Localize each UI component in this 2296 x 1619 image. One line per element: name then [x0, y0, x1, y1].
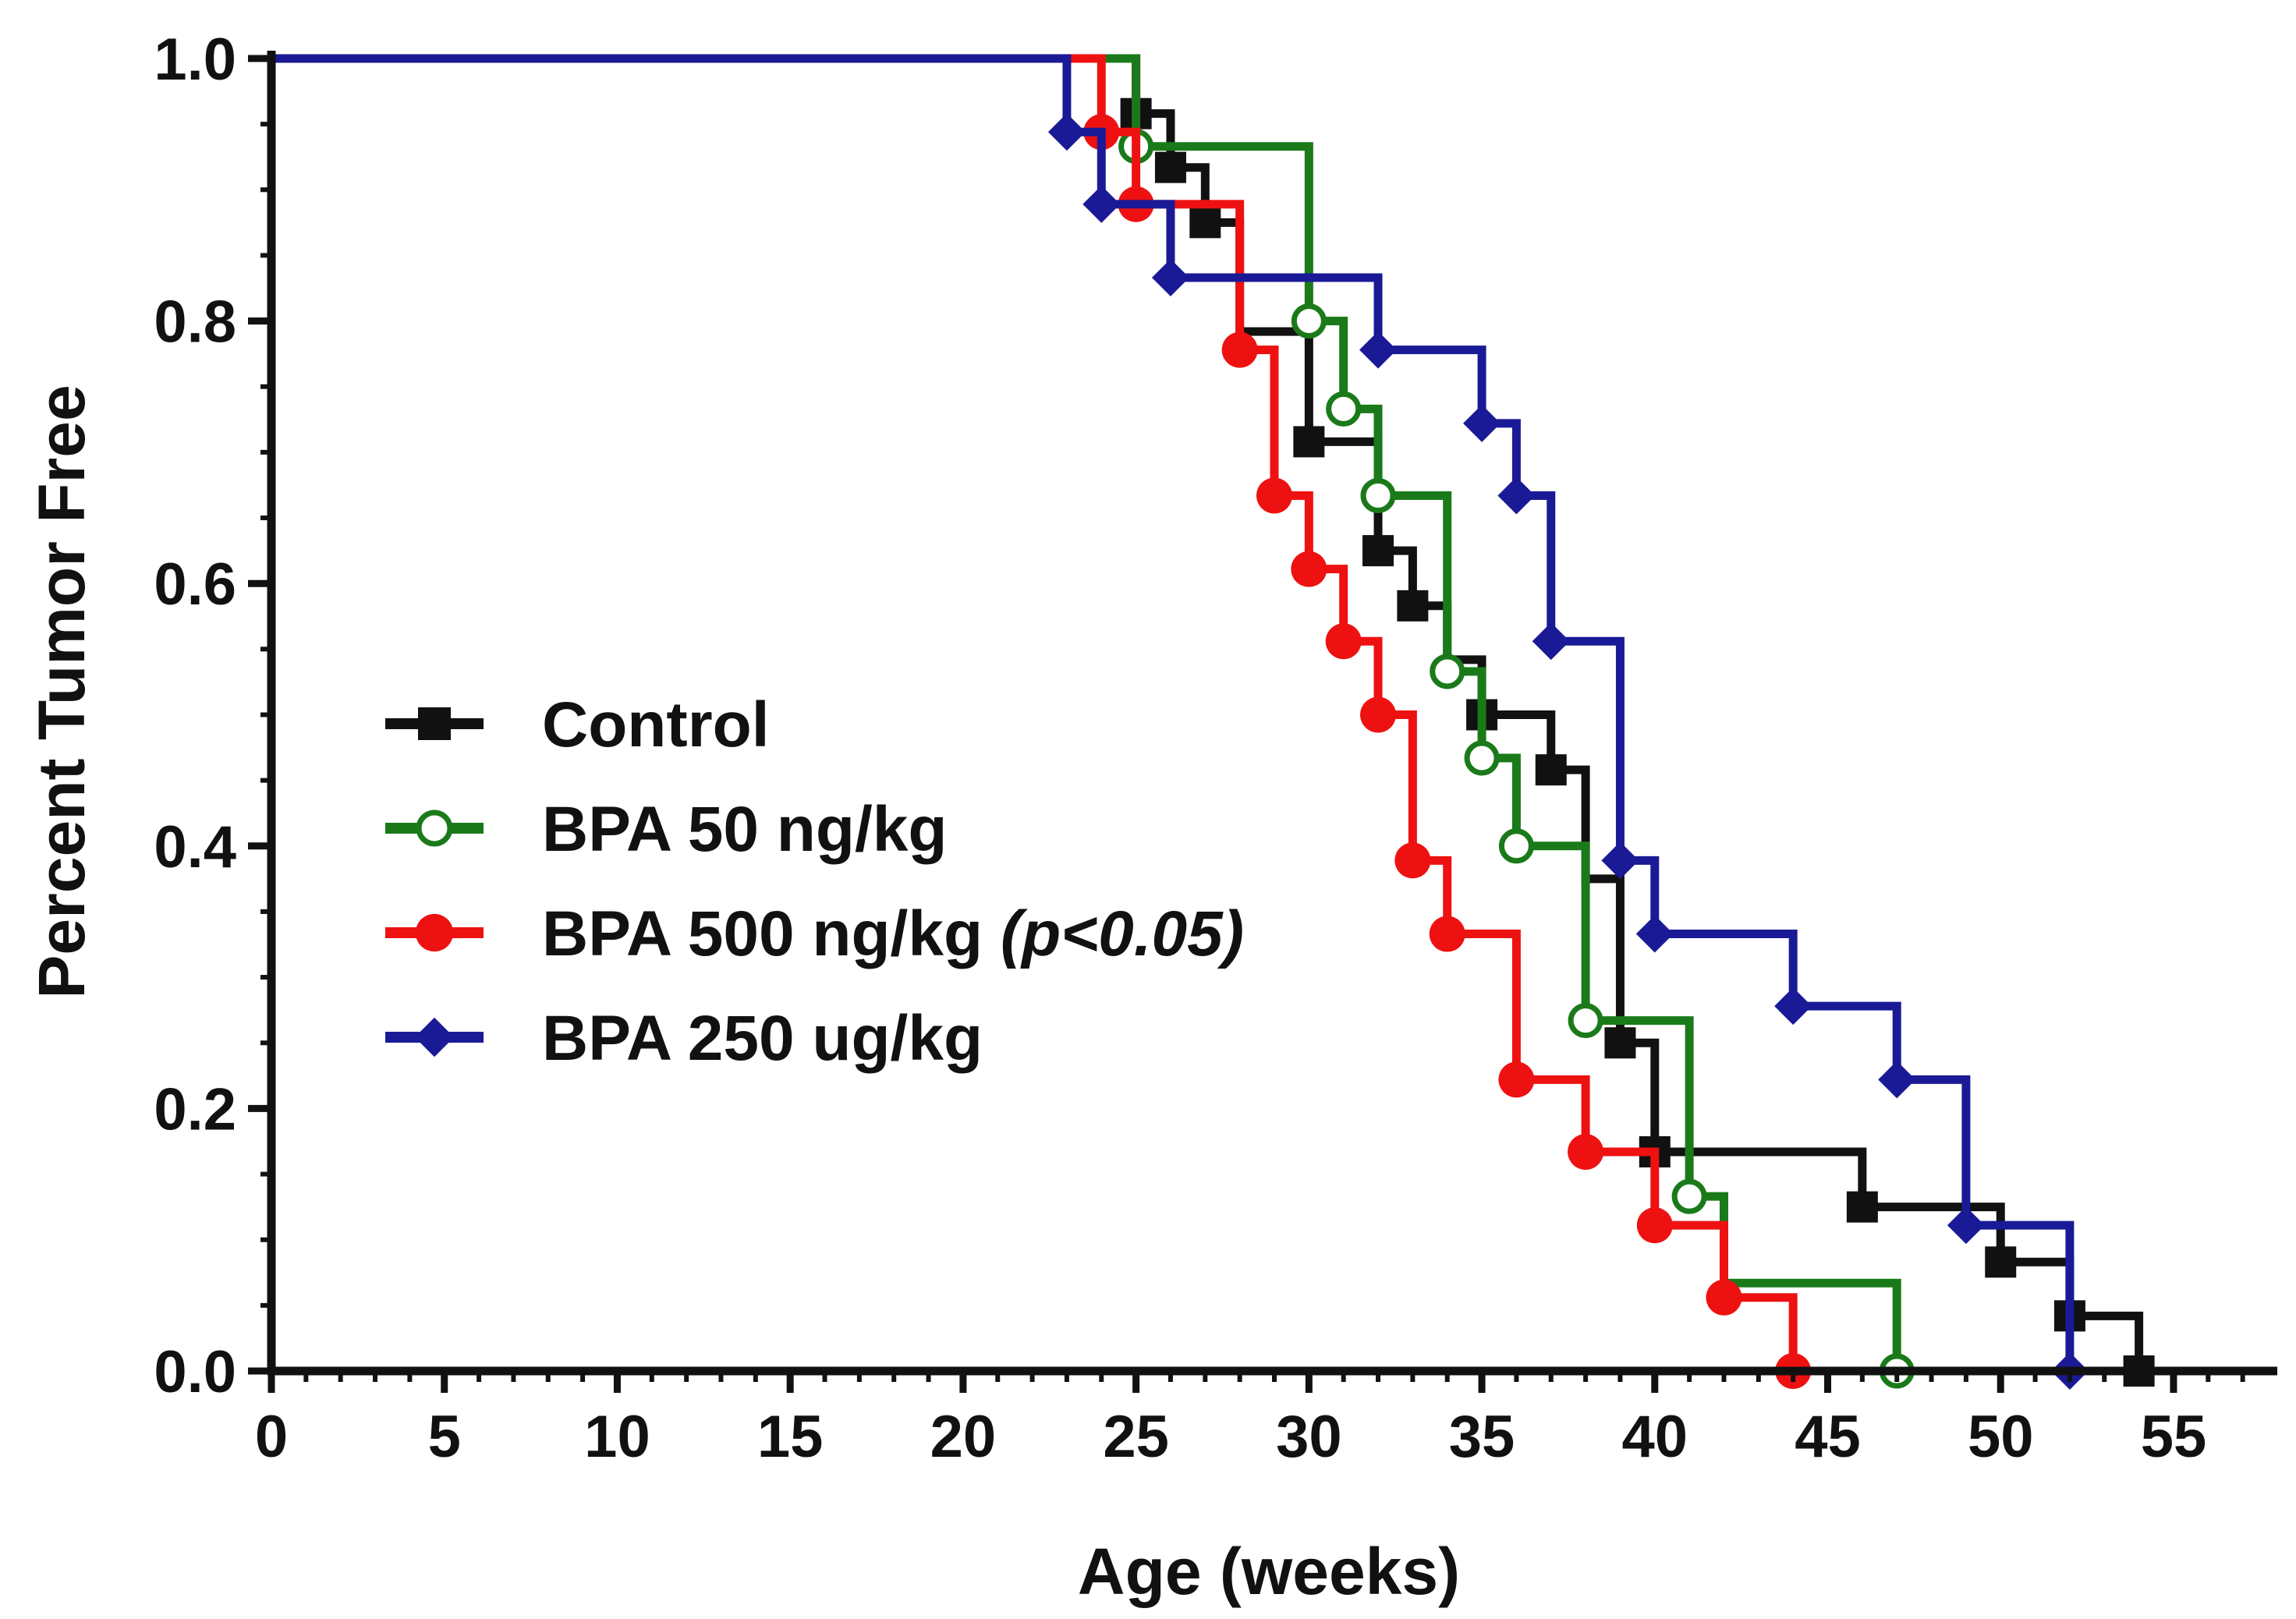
y-tick-label: 0.6	[154, 551, 236, 618]
data-point-bpa-250-ug-kg	[1947, 1206, 1985, 1245]
legend-label: BPA 50 ng/kg	[542, 794, 947, 865]
series-bpa-500-ng-kg	[267, 54, 1812, 1389]
data-point-bpa-500-ng-kg	[1706, 1279, 1742, 1316]
data-point-bpa-250-ug-kg	[1774, 987, 1812, 1026]
data-point-bpa-250-ug-kg	[1878, 1061, 1916, 1099]
data-point-bpa-500-ng-kg	[1394, 842, 1431, 879]
x-tick-label: 35	[1449, 1404, 1515, 1470]
series-line-bpa-500-ng-kg	[267, 54, 1798, 1376]
series-line-bpa-250-ug-kg	[267, 54, 2075, 1376]
legend-swatch-marker	[414, 1017, 455, 1057]
data-point-bpa-250-ug-kg	[1047, 113, 1086, 151]
data-point-bpa-500-ng-kg	[1498, 1061, 1535, 1098]
data-point-bpa-250-ug-kg	[1635, 915, 1674, 953]
legend-entry-bpa-50-ng-kg: BPA 50 ng/kg	[385, 794, 947, 865]
data-point-bpa-50-ng-kg	[1360, 477, 1396, 513]
y-axis-title: Percent Tumor Free	[25, 384, 98, 998]
legend-label-text: BPA 500 ng/kg	[542, 898, 983, 969]
data-point-bpa-250-ug-kg	[1497, 476, 1536, 515]
data-point-control	[1535, 754, 1567, 786]
y-tick-label: 0.8	[154, 289, 236, 356]
legend-entry-bpa-500-ng-kg: BPA 500 ng/kg (p<0.05)	[385, 898, 1244, 969]
x-tick-label: 5	[428, 1404, 461, 1470]
data-point-bpa-250-ug-kg	[1151, 259, 1189, 297]
x-tick-label: 0	[255, 1404, 288, 1470]
x-tick-label: 20	[930, 1404, 997, 1470]
legend-label-text: BPA 50 ng/kg	[542, 794, 947, 865]
x-tick-label: 45	[1795, 1404, 1861, 1470]
data-point-bpa-50-ng-kg	[1671, 1178, 1707, 1214]
data-point-bpa-50-ng-kg	[1430, 654, 1465, 689]
y-tick-label: 0.4	[154, 814, 236, 880]
data-point-bpa-50-ng-kg	[1464, 740, 1500, 776]
legend-label: Control	[542, 689, 769, 760]
data-point-control	[1189, 207, 1221, 239]
data-point-control	[1985, 1246, 2017, 1278]
series-bpa-50-ng-kg	[267, 54, 1915, 1389]
data-point-control	[1397, 590, 1429, 622]
y-tick-label: 0.2	[154, 1076, 236, 1143]
legend-label-text: BPA 250 ug/kg	[542, 1003, 983, 1074]
legend-label: BPA 500 ng/kg (p<0.05)	[542, 898, 1244, 969]
data-point-bpa-50-ng-kg	[1568, 1003, 1603, 1039]
legend-swatch-marker	[416, 810, 453, 847]
x-tick-label: 15	[757, 1404, 824, 1470]
data-point-bpa-500-ng-kg	[1291, 551, 1327, 587]
x-axis-title: Age (weeks)	[1078, 1535, 1460, 1608]
data-point-bpa-500-ng-kg	[1221, 331, 1258, 368]
legend: Control BPA 50 ng/kg BPA 500 ng/kg (p<0.05…	[385, 689, 1244, 1074]
data-point-bpa-250-ug-kg	[1082, 185, 1121, 223]
x-tick-label: 55	[2141, 1404, 2207, 1470]
data-point-bpa-500-ng-kg	[1429, 916, 1465, 952]
data-point-bpa-250-ug-kg	[1601, 841, 1639, 880]
x-tick-label: 50	[1968, 1404, 2034, 1470]
legend-label-text: Control	[542, 689, 769, 760]
data-point-control	[1154, 151, 1186, 183]
data-point-control	[1293, 426, 1325, 458]
legend-entry-bpa-250-ug-kg: BPA 250 ug/kg	[385, 1003, 983, 1074]
axes-layer: 0 5 10 15 20 25 30 35 40 45 50 55 0.0 0.2 0.4 0.6 0.8 1.0	[154, 27, 2277, 1470]
data-point-bpa-50-ng-kg	[1326, 391, 1362, 427]
data-point-bpa-500-ng-kg	[1360, 696, 1397, 733]
data-point-bpa-50-ng-kg	[1498, 828, 1534, 864]
x-tick-label: 10	[584, 1404, 650, 1470]
legend-label: BPA 250 ug/kg	[542, 1003, 983, 1074]
y-tick-label: 1.0	[154, 27, 236, 93]
data-point-bpa-500-ng-kg	[1636, 1207, 1673, 1244]
data-point-control	[1846, 1191, 1878, 1223]
y-tick-label: 0.0	[154, 1339, 236, 1405]
data-point-bpa-50-ng-kg	[1291, 303, 1327, 339]
legend-swatch-marker	[415, 913, 454, 952]
legend-entry-control: Control	[385, 689, 769, 760]
data-point-control	[1362, 535, 1394, 567]
legend-label-note: (p<0.05)	[983, 898, 1244, 969]
data-point-bpa-500-ng-kg	[1568, 1133, 1604, 1170]
x-tick-label: 30	[1276, 1404, 1342, 1470]
data-point-bpa-250-ug-kg	[1532, 622, 1570, 661]
legend-swatch-marker	[418, 707, 451, 740]
x-tick-label: 40	[1622, 1404, 1688, 1470]
data-point-bpa-500-ng-kg	[1256, 477, 1292, 514]
data-point-control	[1604, 1027, 1636, 1059]
data-point-bpa-250-ug-kg	[1463, 404, 1501, 442]
data-point-bpa-500-ng-kg	[1325, 623, 1362, 660]
x-tick-label: 25	[1103, 1404, 1169, 1470]
data-point-bpa-250-ug-kg	[1359, 331, 1398, 369]
